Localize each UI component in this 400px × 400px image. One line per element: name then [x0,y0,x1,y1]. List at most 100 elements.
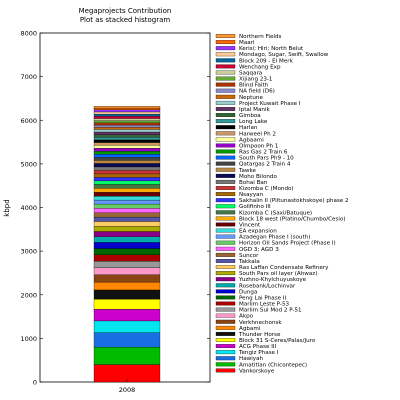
legend-swatch-32 [215,173,236,178]
legend-label-9: Akpo [239,314,254,320]
legend-swatch-44 [215,100,236,105]
legend-label-54: Maari [239,40,255,46]
bar-segment-7 [93,281,161,291]
legend-label-27: Gollfinho III [239,204,271,210]
bar-segment-54 [93,107,161,110]
legend-label-38: Agbaami [239,137,264,143]
legend-label-51: Block 209 - El Merk [239,58,294,64]
legend-label-35: South Pars Ph9 - 10 [239,156,294,162]
legend-swatch-18 [215,259,236,263]
bar-segment-49 [93,118,161,121]
legend-swatch-17 [215,265,236,269]
legend-swatch-15 [215,277,236,282]
bar-segment-37 [93,148,161,152]
legend-label-17: Ras Laffan Condensate Refinery [239,265,329,271]
bar-segment-2 [93,332,161,348]
legend-label-21: Horizon Oil Sands Project (Phase I) [239,241,336,247]
legend-label-30: Kizomba C (Mondo) [239,186,294,192]
legend-label-22: Azadegan Phase I (south) [239,235,310,241]
legend-swatch-47 [215,82,236,87]
legend-label-36: Ras Gas 2 Train 6 [239,150,288,156]
legend-label-16: South Pars oil layer (Ahwaz) [239,271,317,277]
bar-segment-32 [93,163,161,168]
legend-swatch-30 [215,186,236,190]
bar-segment-13 [93,242,161,249]
y-tick-label: 8000 [20,30,37,38]
legend-swatch-35 [215,155,236,160]
legend-label-24: Vincent [239,222,261,228]
bar-segment-10 [93,261,161,268]
bar-segment-50 [93,116,161,119]
legend-label-49: Saqqara [239,70,262,76]
bar-segment-20 [93,208,161,213]
legend-swatch-25 [215,216,236,221]
legend-swatch-38 [215,137,236,142]
bar-segment-11 [93,254,161,262]
legend-label-53: Kerisi; Hiri; North Belut [239,46,304,52]
legend-label-34: Qatargas 2 Train 4 [239,162,291,168]
legend-swatch-6 [215,331,236,336]
legend-swatch-13 [215,289,236,294]
legend-swatch-39 [215,131,236,136]
legend-swatch-42 [215,113,236,117]
y-tick-label: 6000 [20,117,37,125]
bar-segment-27 [93,180,161,185]
legend-label-13: Dunga [239,289,257,295]
legend-swatch-5 [215,338,236,342]
legend-swatch-22 [215,234,236,239]
legend-label-18: Takkala [238,259,260,265]
legend-label-7: Agbami [239,326,261,332]
bar-segment-28 [93,177,161,182]
bar-segment-1 [93,346,161,365]
legend-swatch-16 [215,271,236,276]
legend-label-4: ACG Phase III [239,344,277,350]
y-axis-label: kbpd [3,199,11,216]
bar-segment-16 [93,226,161,232]
legend-label-50: Wenchang Exp [239,64,281,70]
legend-label-45: Neptune [239,95,263,101]
bar-segment-31 [93,166,161,171]
bar-segment-5 [93,298,161,310]
legend-swatch-21 [215,240,236,245]
legend-label-20: OGD 3; AGD 3 [239,247,279,253]
legend-swatch-28 [215,198,236,203]
legend-swatch-53 [215,46,236,51]
legend-label-42: Gimboa [239,113,261,119]
bar-segment-41 [93,137,161,141]
legend-swatch-9 [215,313,236,318]
legend-swatch-55 [215,34,236,38]
bar-segment-55 [93,106,161,109]
chart-title: Megaprojects Contribution [79,7,172,15]
legend-swatch-34 [215,161,236,166]
y-tick-label: 0 [33,379,37,387]
legend-label-52: Mondago, Sugar, Swift, Swallow [239,52,329,58]
bar-segment-14 [93,236,161,243]
bar-segment-17 [93,221,161,227]
bar-segment-34 [93,157,161,161]
legend-swatch-4 [215,344,236,349]
y-tick-label: 7000 [20,73,37,81]
legend-label-5: Block 31 S-Ceres/Palas/Juro [239,338,316,344]
legend-swatch-8 [215,319,236,324]
legend-label-28: Sakhalin II (Piltunastokhskoye) phase 2 [239,198,349,204]
legend-label-10: Marlim Sul Mod 2 P-51 [239,308,302,314]
legend-label-33: Tawke [238,168,257,174]
legend-swatch-14 [215,283,236,288]
legend-label-37: Olmpoon Ph 1 [239,143,279,149]
bar-segment-39 [93,142,161,146]
bar-segment-24 [93,192,161,197]
bar-segment-4 [93,308,161,322]
legend-swatch-49 [215,70,236,75]
bar-segment-43 [93,131,161,135]
bar-segment-46 [93,124,161,128]
legend-label-8: Verkhnechonsk [239,320,282,326]
bar-segment-53 [93,109,161,113]
bar-segment-25 [93,188,161,193]
legend-swatch-40 [215,125,236,130]
legend-swatch-19 [215,252,236,257]
legend-label-2: Hawiyah [239,356,264,362]
bar-segment-36 [93,151,161,155]
bar-segment-18 [93,216,161,222]
bar-segment-8 [93,274,161,283]
